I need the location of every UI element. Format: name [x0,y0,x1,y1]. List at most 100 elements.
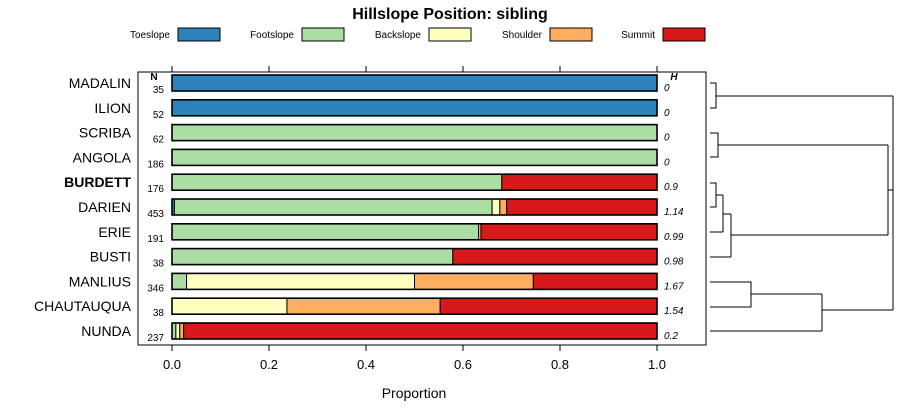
series-label: ILION [94,100,131,116]
plot-panel [137,71,707,346]
bar-segment-toeslope [171,99,658,117]
bar-segment-shoulder [179,322,185,340]
series-label: BURDETT [64,174,131,190]
bar-outline [171,247,658,266]
bar-segment-summit [452,248,658,266]
bar-segment-backslope [491,198,501,216]
bar-segment-summit [439,297,658,315]
series-label: SCRIBA [79,125,132,141]
bar-segment-summit [480,223,658,241]
bar-segment-summit [506,198,658,216]
bar-segment-backslope [186,272,415,290]
h-value: 0.98 [664,257,684,268]
series-label: MADALIN [69,75,131,91]
bar-outline [171,148,658,167]
h-value: 1.14 [664,207,684,218]
legend-label: Summit [621,30,655,41]
bar-row [171,322,658,340]
bar-row [171,247,658,266]
n-value: 52 [153,110,165,121]
h-value: 0 [664,108,670,119]
axes: 0.0 0.2 0.4 0.6 0.8 1.0 [163,66,666,372]
legend-swatch [662,27,706,42]
x-axis-label: Proportion [382,385,447,401]
series-label: ERIE [98,224,131,240]
legend-label: Shoulder [502,30,543,41]
bar-row [171,148,658,167]
bar-outline [171,223,658,241]
series-label: DARIEN [78,199,131,215]
bar-outline [171,322,658,340]
h-value: 0 [664,83,670,94]
bar-segment-footslope [171,272,188,290]
h-value: 1.67 [664,281,684,292]
bar-segment-summit [532,272,658,290]
bar-segment-summit [183,322,658,340]
legend-swatch [301,27,345,42]
legend-label: Toeslope [130,30,170,41]
series-label: MANLIUS [69,273,131,289]
x-tick-label: 1.0 [648,357,666,372]
bar-segment-footslope [171,124,658,142]
legend-swatch [177,27,221,42]
bar-segment-footslope [173,198,493,216]
bar-segment-shoulder [286,297,441,315]
x-tick-label: 0.4 [357,357,375,372]
bar-row [171,297,658,316]
bar-segment-backslope [175,322,181,340]
series-label: ANGOLA [73,149,132,165]
h-value: 0.99 [664,232,684,243]
x-tick-label: 0.6 [454,357,472,372]
series-label: CHAUTAUQUA [34,298,132,314]
h-value: 1.54 [664,306,684,317]
bar-segment-backslope [171,297,288,315]
n-value: 38 [153,308,165,319]
bar-row [171,223,658,241]
bar-outline [171,198,658,216]
h-header: H [670,72,678,83]
bar-segment-footslope [171,148,658,166]
n-value: 35 [153,85,165,96]
h-value: 0 [664,157,670,168]
bar-segment-shoulder [499,198,508,216]
bar-segment-summit [501,173,658,191]
n-value: 38 [153,259,165,270]
x-tick-label: 0.0 [163,357,181,372]
bar-segment-footslope [171,173,503,191]
n-header: N [150,72,157,83]
n-value: 346 [147,283,164,294]
bar-segment-toeslope [171,74,658,92]
h-value: 0 [664,133,670,144]
x-tick-label: 0.2 [260,357,278,372]
bar-row [171,99,658,117]
bar-segment-footslope [171,248,454,266]
row-labels: MADALIN 35 0 ILION 52 0 SCRIBA 62 0 ANGOLA 186 0 BUR… [34,75,684,344]
bar-outline [171,297,658,316]
legend-swatch [428,27,472,42]
legend-swatch [549,27,593,42]
series-label: BUSTI [90,249,131,265]
bars [171,74,658,340]
bar-row [171,123,658,142]
dendrogram [710,82,894,332]
h-value: 0.2 [664,331,678,342]
bar-segment-shoulder [414,272,534,290]
h-value: 0.9 [664,182,678,193]
bar-outline [171,272,658,291]
n-value: 237 [147,333,164,344]
bar-row [171,74,658,92]
n-value: 176 [147,184,164,195]
series-label: NUNDA [81,323,131,339]
x-tick-label: 0.8 [551,357,569,372]
legend: Toeslope Footslope Backslope Shoulder Summit [130,27,706,42]
bar-outline [171,173,658,191]
n-value: 62 [153,135,165,146]
bar-outline [171,123,658,142]
bar-outline [171,74,658,92]
legend-label: Footslope [250,30,294,41]
n-value: 186 [147,159,164,170]
chart-title: Hillslope Position: sibling [352,6,548,23]
bar-row [171,198,658,216]
n-value: 453 [147,209,164,220]
